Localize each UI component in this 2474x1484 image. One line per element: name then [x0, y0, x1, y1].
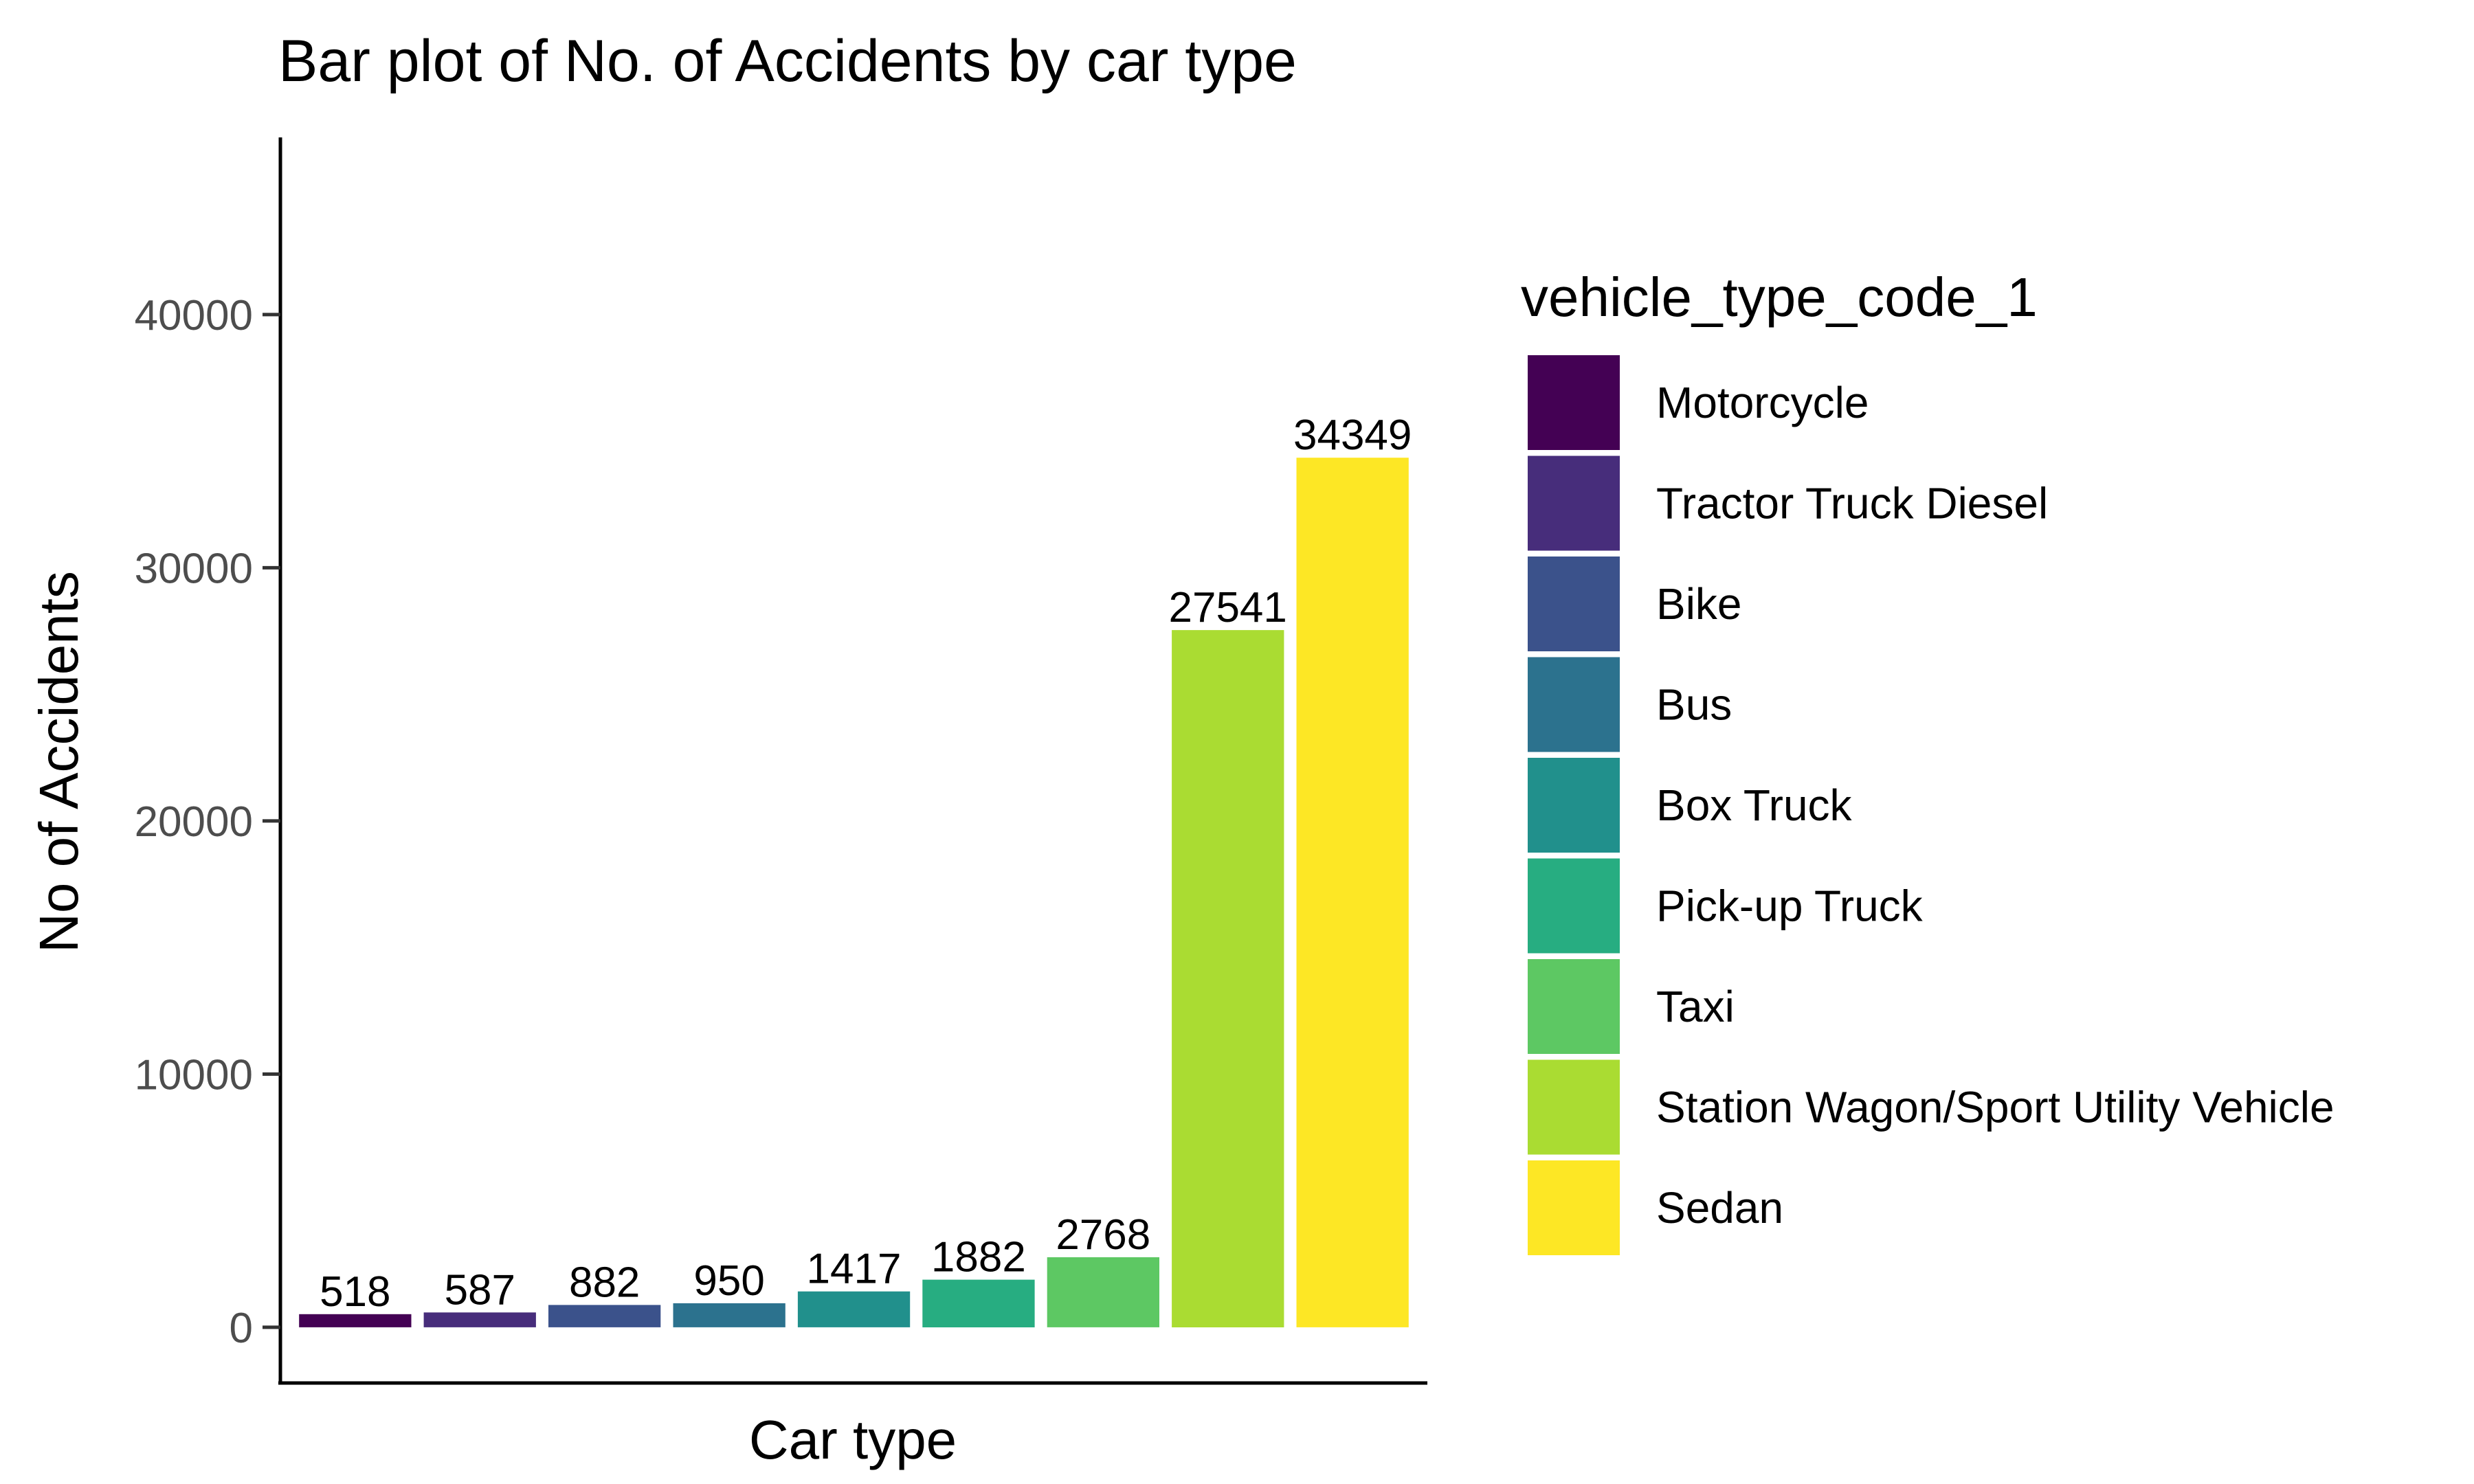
- x-axis-title: Car type: [749, 1409, 957, 1470]
- bar-bike: [548, 1305, 661, 1327]
- legend-key: [1528, 959, 1620, 1054]
- value-label: 1882: [931, 1234, 1026, 1281]
- y-axis-title: No of Accidents: [28, 571, 89, 953]
- y-tick-label: 30000: [135, 545, 253, 592]
- bar-sedan: [1296, 458, 1409, 1327]
- y-axis-ticks: 0 10000 20000 30000 40000: [135, 292, 280, 1352]
- value-label: 1417: [807, 1246, 902, 1293]
- legend-key: [1528, 456, 1620, 551]
- legend-label: Sedan: [1656, 1183, 1783, 1233]
- y-tick-label: 20000: [135, 798, 253, 846]
- y-tick-label: 0: [230, 1305, 253, 1352]
- legend-items: Motorcycle Tractor Truck Diesel Bike Bus Box…: [1528, 355, 2334, 1255]
- value-label: 27541: [1168, 584, 1286, 631]
- legend-key: [1528, 556, 1620, 651]
- value-label: 587: [445, 1266, 515, 1314]
- bar-motorcycle: [299, 1314, 412, 1327]
- legend-label: Bus: [1656, 680, 1732, 730]
- legend-label: Motorcycle: [1656, 378, 1869, 427]
- value-label: 950: [693, 1257, 764, 1305]
- legend-key: [1528, 858, 1620, 954]
- bar-pick-up-truck: [922, 1279, 1035, 1327]
- legend-title: vehicle_type_code_1: [1521, 267, 2038, 328]
- bars-group: [299, 458, 1409, 1327]
- legend-label: Taxi: [1656, 982, 1735, 1031]
- value-label: 518: [320, 1268, 390, 1316]
- legend-label: Tractor Truck Diesel: [1656, 479, 2048, 528]
- value-labels-group: 518 587 882 950 1417 1882 2768 27541 34349: [320, 412, 1412, 1316]
- legend-key: [1528, 1059, 1620, 1155]
- legend-label: Pick-up Truck: [1656, 881, 1924, 931]
- value-label: 34349: [1293, 412, 1412, 459]
- plot-area: 518 587 882 950 1417 1882 2768 27541 34349 0 1000…: [135, 137, 1427, 1385]
- bar-station-wagon-sport-utility-vehicle: [1172, 630, 1284, 1327]
- chart-title: Bar plot of No. of Accidents by car type: [278, 28, 1297, 94]
- bar-tractor-truck-diesel: [423, 1312, 536, 1327]
- bar-bus: [673, 1303, 785, 1327]
- bar-taxi: [1047, 1257, 1159, 1327]
- y-tick-label: 10000: [135, 1051, 253, 1099]
- legend-label: Station Wagon/Sport Utility Vehicle: [1656, 1083, 2334, 1132]
- legend: vehicle_type_code_1 Motorcycle Tractor Tr…: [1521, 267, 2334, 1255]
- legend-key: [1528, 657, 1620, 752]
- value-label: 2768: [1056, 1211, 1150, 1259]
- legend-key: [1528, 1160, 1620, 1255]
- legend-label: Bike: [1656, 579, 1742, 629]
- bar-box-truck: [797, 1291, 911, 1327]
- legend-key: [1528, 355, 1620, 450]
- legend-label: Box Truck: [1656, 780, 1853, 830]
- y-tick-label: 40000: [135, 292, 253, 339]
- legend-key: [1528, 758, 1620, 853]
- value-label: 882: [569, 1259, 640, 1306]
